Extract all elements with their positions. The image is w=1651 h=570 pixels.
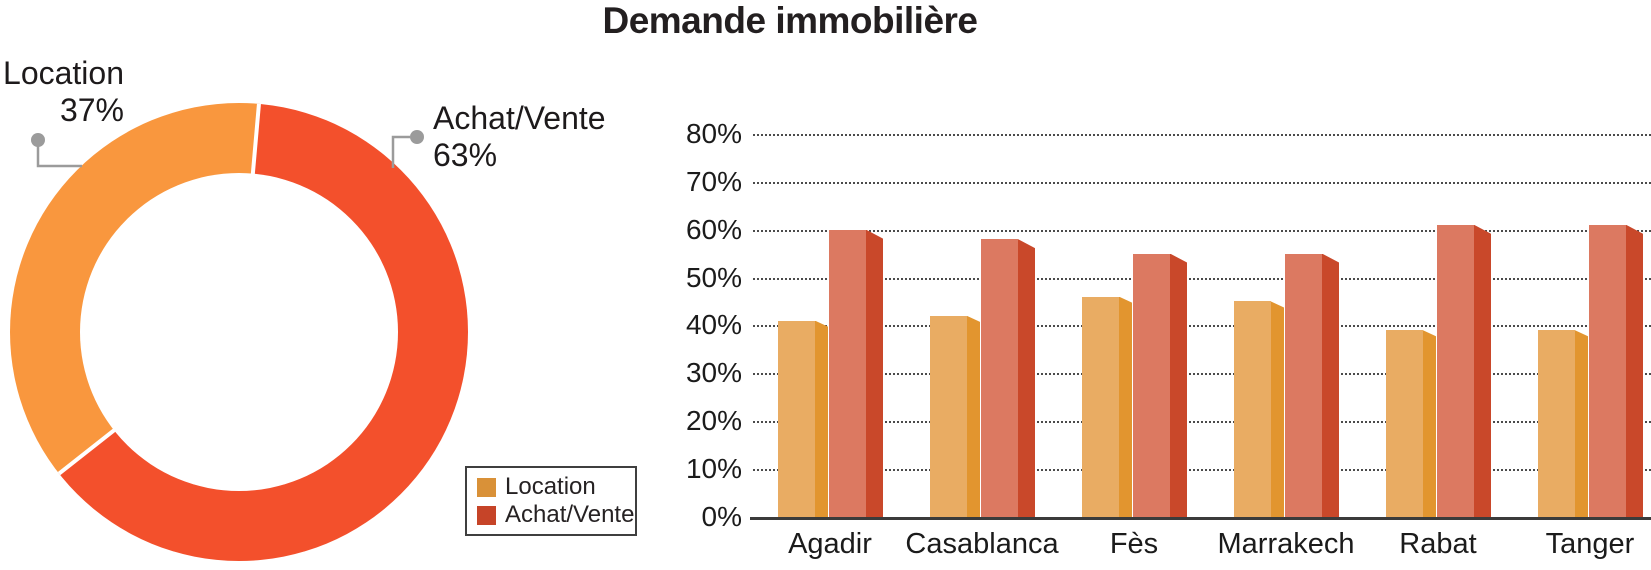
bar-side-face <box>1018 239 1035 517</box>
gridline-70% <box>753 181 1651 184</box>
gridline-50% <box>753 277 1651 280</box>
gridline-20% <box>753 421 1651 424</box>
gridline-30% <box>753 373 1651 376</box>
page-title: Demande immobilière <box>602 0 978 41</box>
bar-front-face <box>1133 253 1170 517</box>
bar-location-rabat <box>1386 330 1436 517</box>
bar-achatvente-casablanca <box>981 239 1035 517</box>
y-tick-label: 30% <box>685 357 742 389</box>
y-tick-label: 10% <box>685 453 742 485</box>
bar-side-face <box>1271 301 1284 517</box>
bar-front-face <box>1234 301 1271 517</box>
legend-item-achat-vente: Achat/Vente <box>477 501 634 529</box>
bar-side-face <box>815 320 828 517</box>
gridline-40% <box>753 325 1651 328</box>
bar-achatvente-rabat <box>1437 224 1491 517</box>
x-axis-label-agadir: Agadir <box>788 528 872 560</box>
callout-achat-vente-value: 63% <box>433 137 498 173</box>
y-tick-label: 20% <box>685 405 742 437</box>
bar-front-face <box>829 229 866 517</box>
legend-swatch-achat-vente <box>477 505 496 525</box>
bar-front-face <box>1285 253 1322 517</box>
bar-side-face <box>1474 224 1491 517</box>
x-axis-label-tanger: Tanger <box>1545 528 1635 560</box>
bar-achatvente-marrakech <box>1285 253 1339 517</box>
bar-achatvente-agadir <box>829 229 883 517</box>
gridline-80% <box>753 133 1651 136</box>
bar-front-face <box>981 239 1018 517</box>
bar-front-face <box>1082 296 1119 517</box>
bar-location-fès <box>1082 296 1132 517</box>
callout-achat-vente: Achat/Vente 63% <box>433 100 606 174</box>
bar-side-face <box>1170 253 1187 517</box>
callout-leader-lines <box>31 130 424 168</box>
bar-front-face <box>1538 330 1575 517</box>
bar-side-face <box>1322 253 1339 517</box>
bar-front-face <box>778 320 815 517</box>
callout-location-label: Location <box>3 55 124 91</box>
bar-location-casablanca <box>930 315 980 517</box>
bar-side-face <box>967 315 980 517</box>
legend: Location Achat/Vente <box>465 466 637 536</box>
bar-achatvente-tanger <box>1589 224 1643 517</box>
legend-label-location: Location <box>505 473 596 500</box>
legend-item-location: Location <box>477 473 625 501</box>
legend-swatch-location <box>477 477 496 497</box>
y-tick-label: 0% <box>701 501 742 532</box>
x-axis-line <box>750 517 1651 520</box>
bar-side-face <box>1575 330 1588 517</box>
y-tick-label: 40% <box>685 309 742 341</box>
x-axis-label-rabat: Rabat <box>1399 528 1477 560</box>
bar-side-face <box>866 229 883 517</box>
bar-side-face <box>1423 330 1436 517</box>
bar-front-face <box>930 315 967 517</box>
bar-chart: 0% 10% 20% 30% 40% 50% 60% 70% 80% Agadir Casablan… <box>650 100 1651 570</box>
bar-front-face <box>1437 224 1474 517</box>
bar-achatvente-fès <box>1133 253 1187 517</box>
bar-location-marrakech <box>1234 301 1284 517</box>
bar-side-face <box>1626 224 1643 517</box>
bar-location-agadir <box>778 320 828 517</box>
callout-achat-vente-label: Achat/Vente <box>433 100 606 136</box>
x-axis-label-casablanca: Casablanca <box>905 528 1059 560</box>
legend-label-achat-vente: Achat/Vente <box>505 501 635 528</box>
y-tick-label: 80% <box>685 117 742 149</box>
callout-location-value: 37% <box>59 92 124 128</box>
donut-chart <box>10 103 468 561</box>
y-tick-label: 70% <box>685 165 742 197</box>
bar-location-tanger <box>1538 330 1588 517</box>
gridline-10% <box>753 469 1651 472</box>
callout-location: Location 37% <box>0 55 124 129</box>
x-axis-label-fès: Fès <box>1109 528 1159 560</box>
bar-side-face <box>1119 296 1132 517</box>
bar-front-face <box>1386 330 1423 517</box>
donut-hole <box>80 173 398 491</box>
y-tick-label: 50% <box>685 261 742 293</box>
x-axis-label-marrakech: Marrakech <box>1217 528 1355 560</box>
y-tick-label: 60% <box>685 213 742 245</box>
bar-front-face <box>1589 224 1626 517</box>
gridline-60% <box>753 229 1651 232</box>
